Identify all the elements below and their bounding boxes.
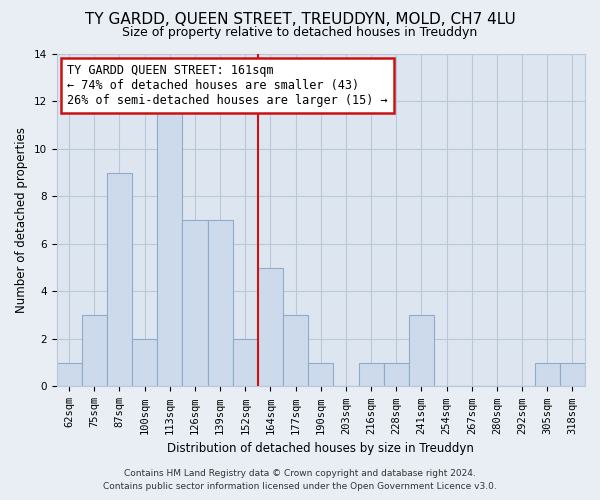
Bar: [157, 102, 182, 387]
Bar: [208, 220, 233, 386]
Text: TY GARDD QUEEN STREET: 161sqm
← 74% of detached houses are smaller (43)
26% of s: TY GARDD QUEEN STREET: 161sqm ← 74% of d…: [67, 64, 388, 107]
Bar: [182, 220, 208, 386]
Bar: [82, 315, 107, 386]
X-axis label: Distribution of detached houses by size in Treuddyn: Distribution of detached houses by size …: [167, 442, 474, 455]
Bar: [409, 315, 434, 386]
Text: Contains HM Land Registry data © Crown copyright and database right 2024.
Contai: Contains HM Land Registry data © Crown c…: [103, 470, 497, 491]
Bar: [56, 362, 82, 386]
Bar: [308, 362, 334, 386]
Text: TY GARDD, QUEEN STREET, TREUDDYN, MOLD, CH7 4LU: TY GARDD, QUEEN STREET, TREUDDYN, MOLD, …: [85, 12, 515, 28]
Bar: [359, 362, 383, 386]
Bar: [258, 268, 283, 386]
Bar: [132, 339, 157, 386]
Bar: [233, 339, 258, 386]
Bar: [283, 315, 308, 386]
Bar: [560, 362, 585, 386]
Bar: [107, 172, 132, 386]
Bar: [383, 362, 409, 386]
Bar: [535, 362, 560, 386]
Text: Size of property relative to detached houses in Treuddyn: Size of property relative to detached ho…: [122, 26, 478, 39]
Y-axis label: Number of detached properties: Number of detached properties: [15, 127, 28, 313]
